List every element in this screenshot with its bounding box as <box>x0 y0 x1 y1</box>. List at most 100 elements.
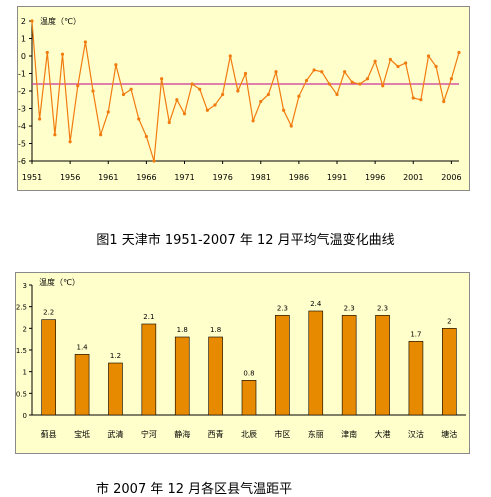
y-tick-label: 2 <box>23 325 27 333</box>
bar <box>442 328 457 416</box>
x-tick-label: 1951 <box>22 173 42 182</box>
temperature-series-line <box>31 20 460 162</box>
data-point <box>457 50 461 55</box>
data-point <box>182 112 187 116</box>
data-point <box>411 96 415 100</box>
data-label: 2.4 <box>310 300 322 308</box>
bar <box>408 341 424 416</box>
bar <box>208 336 223 416</box>
data-point <box>449 77 453 81</box>
y-tick-label: -4 <box>18 122 26 131</box>
data-point <box>327 82 331 86</box>
data-point <box>259 99 263 104</box>
y-tick-label: 0.5 <box>16 390 27 398</box>
category-label: 大港 <box>375 429 391 439</box>
data-point <box>396 64 400 69</box>
data-point <box>274 70 278 74</box>
data-point <box>190 82 194 86</box>
data-point <box>304 78 309 83</box>
data-label: 2.3 <box>277 304 288 312</box>
data-point <box>144 134 148 139</box>
category-label: 津南 <box>341 429 357 439</box>
data-label: 0.8 <box>243 369 254 377</box>
data-point <box>388 57 392 62</box>
y-tick-label: 1 <box>23 369 27 377</box>
y-tick-label: 3 <box>23 282 27 290</box>
data-point <box>365 77 370 81</box>
bar-chart-caption: 市 2007 年 12 月各区县气温距平 <box>96 482 293 497</box>
data-point <box>45 50 49 55</box>
data-point <box>106 110 110 114</box>
data-point <box>289 124 293 128</box>
y-tick-label: 1 <box>21 35 26 44</box>
y-tick-label: -6 <box>18 157 26 166</box>
data-label: 2.1 <box>143 313 154 321</box>
data-point <box>160 77 164 81</box>
x-tick-label: 2006 <box>441 173 461 182</box>
line-chart-panel: 2 1 0 -1 -2 -3 -4 -5 -6 1951 1956 1961 1966 1971 1976 1… <box>17 6 470 191</box>
bar <box>375 315 390 416</box>
data-point <box>404 61 408 65</box>
bar <box>108 362 123 416</box>
line-chart-caption: 图1 天津市 1951-2007 年 12 月平均气温变化曲线 <box>96 233 395 248</box>
line-chart: 2 1 0 -1 -2 -3 -4 -5 -6 1951 1956 1961 1966 1971 1976 1… <box>18 16 462 182</box>
bar <box>41 319 56 416</box>
data-point <box>228 54 232 58</box>
y-tick-label: 0 <box>21 52 26 61</box>
data-point <box>213 103 217 107</box>
data-point <box>114 63 118 67</box>
data-point <box>53 133 57 137</box>
bar <box>241 380 257 416</box>
data-label: 2.2 <box>43 309 54 317</box>
data-point <box>198 87 202 91</box>
x-tick-label: 1991 <box>327 173 347 182</box>
category-label: 东丽 <box>308 429 324 439</box>
y-tick-label: 0 <box>23 412 27 420</box>
y-tick-label: -2 <box>18 87 26 96</box>
data-point <box>236 89 240 93</box>
data-point <box>320 70 324 74</box>
data-point <box>30 19 34 23</box>
data-point <box>381 84 385 88</box>
bar-chart-panel: 0 0.5 1 1.5 2 2.5 3 温度（℃） 2.2 蓟县 1.4 宝坻 1.2 武清 2.1 宁河 1.… <box>15 272 470 454</box>
data-label: 2.3 <box>344 304 355 312</box>
x-tick-label: 2001 <box>403 173 423 182</box>
x-tick-label: 1986 <box>289 173 309 182</box>
bar <box>74 354 90 416</box>
data-label: 1.4 <box>77 343 89 351</box>
data-point <box>335 92 339 97</box>
data-point <box>68 140 72 144</box>
data-point <box>99 133 103 137</box>
data-point <box>282 108 286 112</box>
data-point <box>91 89 95 93</box>
data-label: 1.8 <box>210 326 221 334</box>
data-point <box>38 117 42 121</box>
y-tick-label: -1 <box>18 70 26 79</box>
bar <box>308 310 324 416</box>
data-point <box>426 54 431 58</box>
data-point <box>442 99 446 104</box>
category-label: 蓟县 <box>41 429 57 439</box>
y-tick-label: -3 <box>18 105 26 114</box>
y-tick-label: 2 <box>21 17 26 26</box>
data-point <box>221 92 225 97</box>
data-point <box>167 120 171 125</box>
bar <box>341 315 357 416</box>
category-label: 塘沽 <box>441 429 457 439</box>
data-point <box>129 87 133 91</box>
category-label: 市区 <box>274 429 290 439</box>
category-label: 武清 <box>107 429 123 439</box>
x-tick-label: 1976 <box>212 173 232 182</box>
data-point <box>434 64 438 69</box>
data-point <box>312 68 316 72</box>
data-point <box>60 52 65 56</box>
data-label: 1.8 <box>177 326 188 334</box>
data-point <box>152 159 156 163</box>
category-label: 宁河 <box>141 429 157 439</box>
data-point <box>175 98 179 102</box>
data-point <box>83 40 87 44</box>
category-label: 西青 <box>208 429 224 439</box>
bar-chart: 0 0.5 1 1.5 2 2.5 3 温度（℃） 2.2 蓟县 1.4 宝坻 1.2 武清 2.1 宁河 1.… <box>16 277 466 439</box>
x-tick-label: 1996 <box>365 173 385 182</box>
data-point <box>350 80 354 84</box>
